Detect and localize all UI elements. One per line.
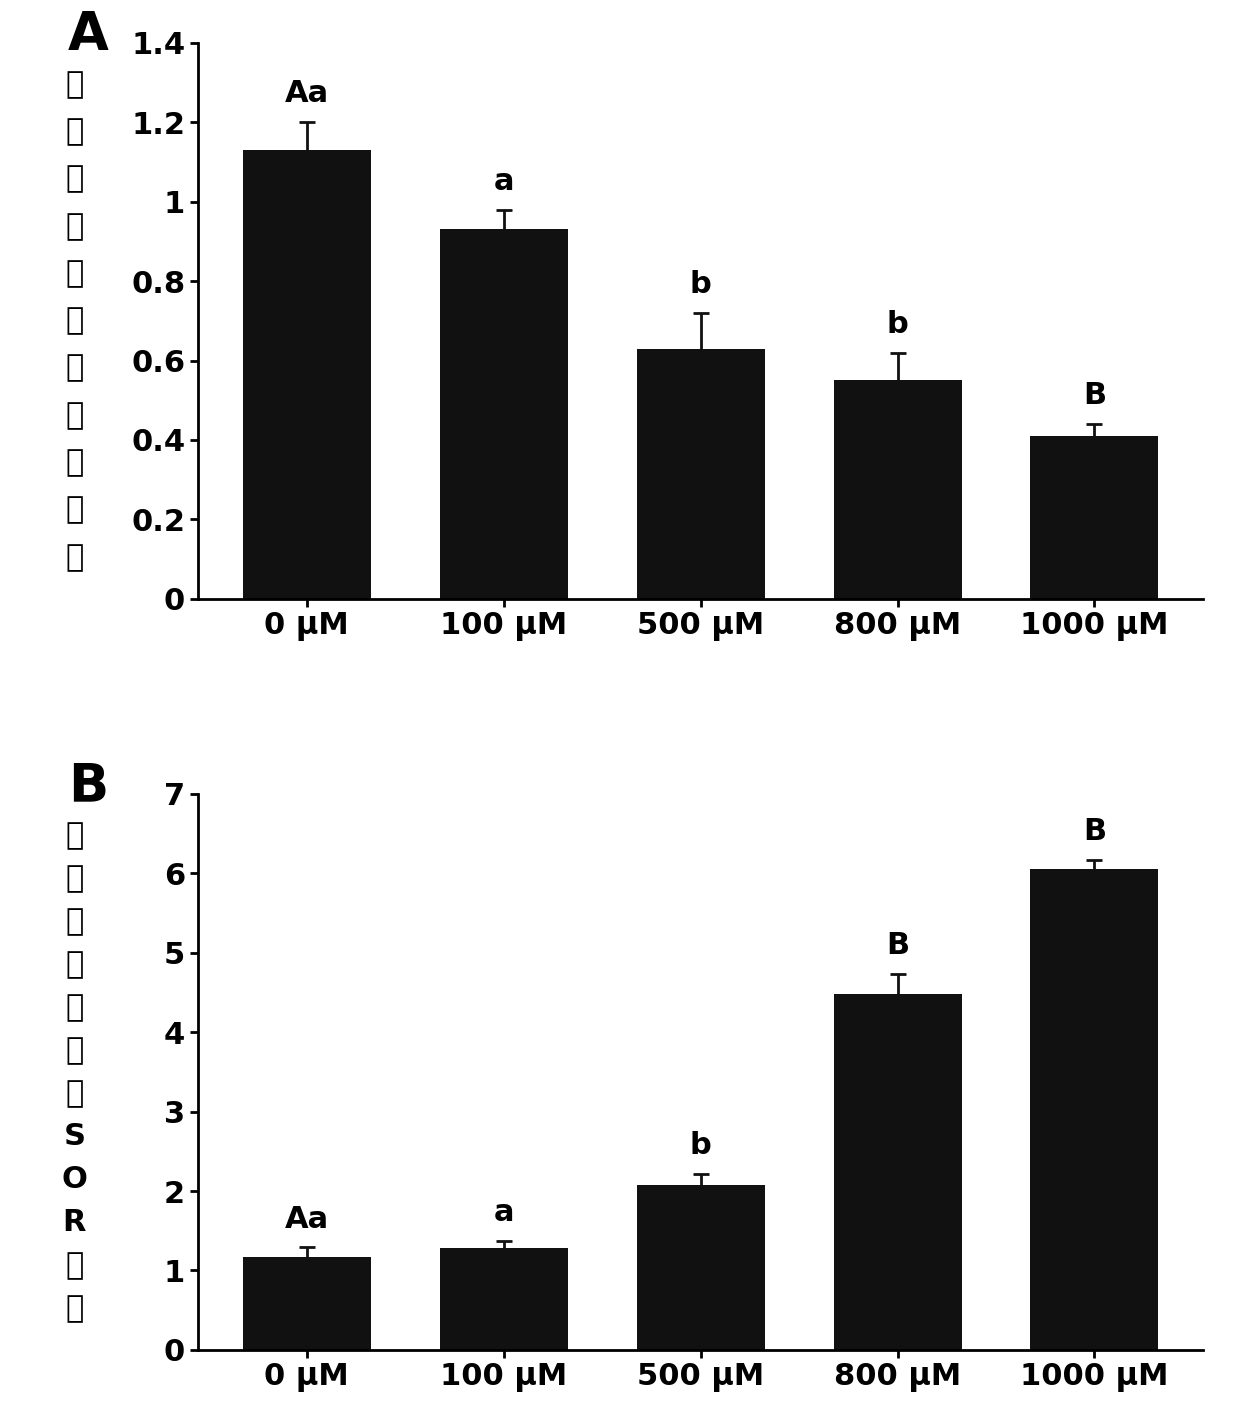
Text: 膜: 膜 [66, 401, 83, 431]
Text: 对: 对 [66, 212, 83, 240]
Text: 相: 相 [66, 259, 83, 288]
Text: A: A [68, 10, 109, 61]
Bar [440, 229, 568, 598]
Bar [833, 993, 961, 1350]
Text: 线: 线 [66, 543, 83, 571]
Text: 位: 位 [66, 307, 83, 335]
Bar [243, 151, 371, 598]
Text: b: b [689, 270, 712, 298]
Text: B: B [68, 760, 108, 813]
Text: B: B [885, 931, 909, 961]
Text: O: O [62, 1165, 87, 1194]
Text: S: S [63, 1121, 86, 1151]
Text: b: b [689, 1131, 712, 1160]
Text: 表: 表 [66, 907, 83, 936]
Text: 内: 内 [66, 1250, 83, 1280]
Text: 光: 光 [66, 1036, 83, 1064]
Bar [636, 348, 765, 598]
Text: Aa: Aa [285, 1205, 329, 1233]
Text: 电: 电 [66, 354, 83, 382]
Bar [440, 1248, 568, 1350]
Text: 表: 表 [66, 165, 83, 193]
Bar [636, 1185, 765, 1350]
Text: 达: 达 [66, 117, 83, 146]
Text: b: b [887, 310, 909, 338]
Text: 量: 量 [66, 821, 83, 850]
Bar [833, 381, 961, 598]
Text: a: a [494, 1198, 513, 1228]
Text: 量: 量 [66, 70, 83, 99]
Text: B: B [1083, 381, 1106, 411]
Text: 胞: 胞 [66, 1293, 83, 1323]
Text: 相: 相 [66, 993, 83, 1022]
Text: 达: 达 [66, 864, 83, 892]
Text: 荧: 荧 [66, 1079, 83, 1108]
Text: a: a [494, 166, 513, 196]
Bar [1030, 870, 1158, 1350]
Text: Aa: Aa [285, 80, 329, 108]
Text: 体: 体 [66, 448, 83, 477]
Text: 对: 对 [66, 949, 83, 979]
Bar [1030, 436, 1158, 598]
Text: R: R [63, 1208, 86, 1236]
Text: B: B [1083, 817, 1106, 845]
Bar [243, 1258, 371, 1350]
Text: 粒: 粒 [66, 496, 83, 524]
